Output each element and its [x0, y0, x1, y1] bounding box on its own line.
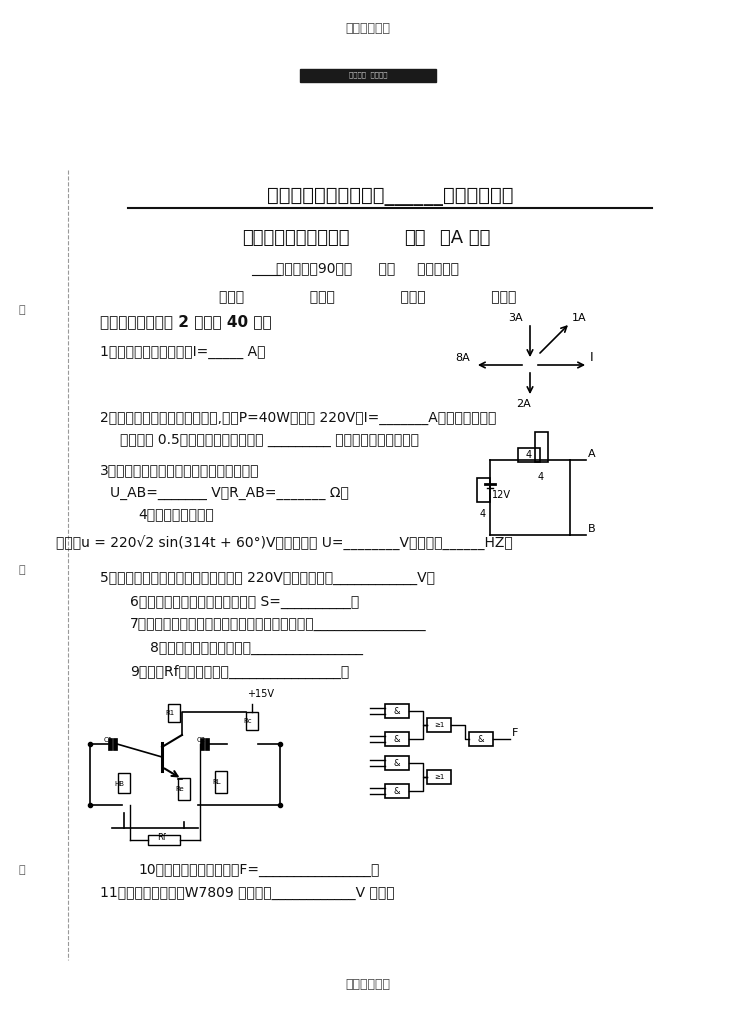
- Text: ≥1: ≥1: [434, 774, 445, 780]
- Text: Rf: Rf: [157, 833, 166, 842]
- Bar: [246, 712, 258, 730]
- Text: &: &: [394, 787, 400, 796]
- Bar: [118, 773, 130, 793]
- Text: F: F: [512, 728, 518, 738]
- Text: 因数只有 0.5，应该在它的两端并联 _________ 可以其提高功率因数。: 因数只有 0.5，应该在它的两端并联 _________ 可以其提高功率因数。: [120, 433, 419, 447]
- Text: 试卷: 试卷: [404, 229, 425, 247]
- Text: A: A: [588, 449, 595, 459]
- Text: B: B: [588, 524, 595, 534]
- Text: 3A: 3A: [508, 313, 523, 323]
- Text: 4: 4: [526, 450, 532, 460]
- Bar: [205, 738, 209, 750]
- Text: C2: C2: [197, 737, 206, 743]
- Bar: [113, 738, 117, 750]
- Bar: [300, 69, 436, 82]
- Text: 班级：               学号：               姓名：               成绩：: 班级： 学号： 姓名： 成绩：: [219, 290, 517, 304]
- Text: 仅供个人使用: 仅供个人使用: [345, 21, 391, 35]
- Bar: [385, 704, 409, 718]
- Text: 线: 线: [18, 865, 25, 875]
- Bar: [215, 771, 227, 793]
- Bar: [385, 756, 409, 770]
- Text: &: &: [394, 735, 400, 744]
- Text: 已知：u = 220√2 sin(314t + 60°)V；则有效值 U=________V；频率是______HZ。: 已知：u = 220√2 sin(314t + 60°)V；则有效值 U=___…: [56, 536, 513, 550]
- Bar: [535, 432, 548, 462]
- Text: 7、三相交流异步电动机定子旋转磁场的转速是：________________: 7、三相交流异步电动机定子旋转磁场的转速是：________________: [130, 616, 427, 631]
- Bar: [477, 478, 490, 502]
- Text: I: I: [590, 351, 594, 364]
- Text: R1: R1: [165, 710, 174, 716]
- Text: 4、单相交流电路：: 4、单相交流电路：: [138, 507, 213, 521]
- Bar: [200, 738, 204, 750]
- Text: ≥1: ≥1: [434, 722, 445, 728]
- Text: 3、电路如图，其戴维南等效电路的参数：: 3、电路如图，其戴维南等效电路的参数：: [100, 463, 260, 477]
- Text: 9、判断Rf的反馈类型：________________。: 9、判断Rf的反馈类型：________________。: [130, 665, 350, 679]
- Text: 11、三端集成稳压器W7809 能够输出____________V 电压。: 11、三端集成稳压器W7809 能够输出____________V 电压。: [100, 886, 394, 900]
- Text: C1: C1: [104, 737, 113, 743]
- Text: 12V: 12V: [492, 490, 511, 500]
- Text: 2A: 2A: [516, 399, 531, 409]
- Text: 《电工电子技术基础》: 《电工电子技术基础》: [242, 229, 350, 247]
- Text: 一、填空：（每空 2 分，共 40 分）: 一、填空：（每空 2 分，共 40 分）: [100, 315, 272, 329]
- Text: 4: 4: [480, 510, 486, 519]
- Text: 装: 装: [18, 305, 25, 315]
- Bar: [518, 448, 540, 462]
- Text: &: &: [394, 706, 400, 715]
- Bar: [385, 732, 409, 746]
- Text: 10、组合电路如图，输出F=________________。: 10、组合电路如图，输出F=________________。: [138, 863, 379, 877]
- Text: 6、三相交流异步电动机的转差率 S=__________。: 6、三相交流异步电动机的转差率 S=__________。: [130, 595, 359, 609]
- Text: HB: HB: [114, 781, 124, 787]
- Text: Rc: Rc: [243, 718, 252, 725]
- Text: 华中师范大学成人专科______学年第二学期: 华中师范大学成人专科______学年第二学期: [266, 186, 513, 206]
- Bar: [108, 738, 112, 750]
- Bar: [148, 835, 180, 845]
- Text: 仅供个人使用: 仅供个人使用: [345, 978, 391, 991]
- Text: +15V: +15V: [247, 689, 274, 699]
- Text: 订: 订: [18, 565, 25, 575]
- Bar: [427, 718, 451, 732]
- Bar: [168, 704, 180, 722]
- Text: 2、欧姆定律：买了一个日光灯,功率P=40W，电压 220V，I=_______A．因为它的功率: 2、欧姆定律：买了一个日光灯,功率P=40W，电压 220V，I=_______…: [100, 411, 496, 425]
- Text: 5、对称三相四线制电路中，相电压是 220V，线电压为：____________V；: 5、对称三相四线制电路中，相电压是 220V，线电压为：____________…: [100, 571, 435, 585]
- Text: U_AB=_______ V；R_AB=_______ Ω；: U_AB=_______ V；R_AB=_______ Ω；: [110, 486, 349, 500]
- Text: 4: 4: [538, 472, 544, 482]
- Text: 考试时间：90分钟      闭卷     任课老师：: 考试时间：90分钟 闭卷 任课老师：: [277, 261, 459, 275]
- Text: Re: Re: [175, 786, 183, 792]
- Bar: [427, 770, 451, 784]
- Text: 1A: 1A: [572, 313, 587, 323]
- Bar: [469, 732, 493, 746]
- Text: &: &: [478, 735, 484, 744]
- Text: 1、基尔霍夫电流定律：I=_____ A。: 1、基尔霍夫电流定律：I=_____ A。: [100, 345, 266, 359]
- Bar: [178, 777, 190, 800]
- Text: &: &: [394, 758, 400, 767]
- Text: 8、三极管的放大条件是：________________: 8、三极管的放大条件是：________________: [150, 641, 363, 655]
- Text: （A 卷）: （A 卷）: [440, 229, 490, 247]
- Text: 超星尔雅  超星慕课: 超星尔雅 超星慕课: [349, 71, 387, 78]
- Bar: [385, 784, 409, 798]
- Text: RL: RL: [212, 779, 221, 785]
- Text: 8A: 8A: [455, 353, 470, 363]
